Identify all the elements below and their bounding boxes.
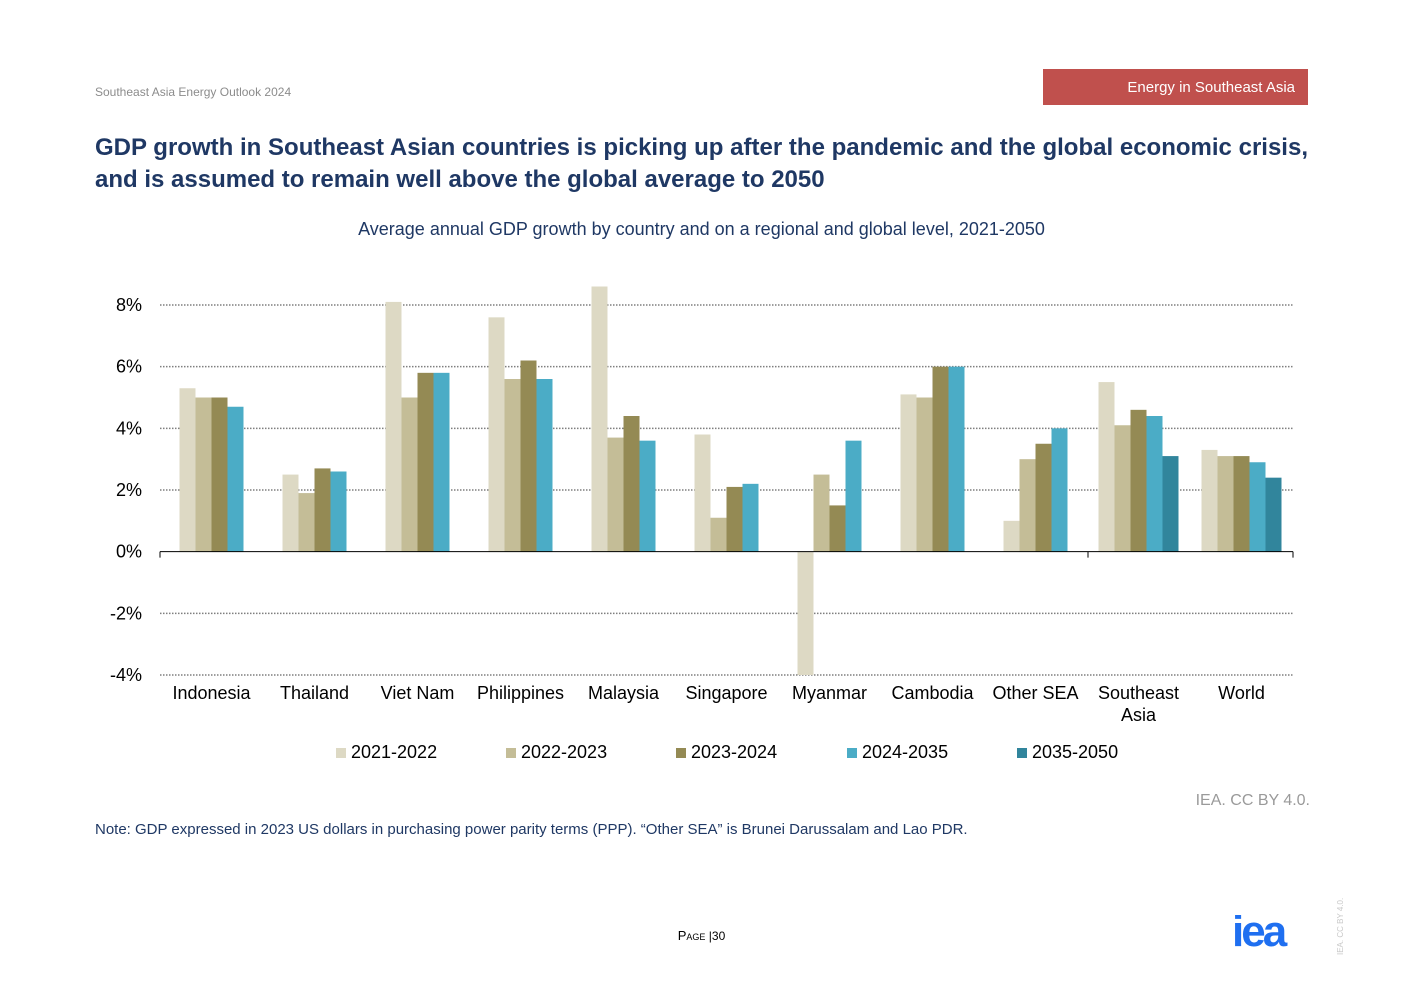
bar [1217,456,1234,552]
bar [1201,449,1218,552]
x-axis-category-labels: Indonesia Thailand Viet Nam Philippines Mala… [172,683,1264,725]
x-tick-label: World [1218,683,1265,703]
bar [504,379,521,552]
page-number-value: 30 [711,929,726,943]
bar [1146,416,1163,552]
legend-item: 2035-2050 [1017,742,1118,763]
x-tick-label: Myanmar [792,683,867,703]
legend-item: 2021-2022 [336,742,437,763]
bar [1003,520,1020,552]
chart-credit: IEA. CC BY 4.0. [1195,792,1310,809]
bar [591,286,608,552]
bar [401,397,418,552]
chart-note: Note: GDP expressed in 2023 US dollars i… [95,821,968,838]
legend-swatch [847,747,857,758]
x-tick-label: Viet Nam [381,683,455,703]
chart-title: Average annual GDP growth by country and… [358,219,1045,239]
x-tick-label: Southeast [1098,683,1179,703]
bar [1114,425,1131,552]
chart-bars [179,286,1282,675]
bar [536,379,553,552]
page-headline: GDP growth in Southeast Asian countries … [95,134,1308,193]
bar [948,366,965,552]
side-license: IEA. CC BY 4.0. [1336,897,1345,955]
bar [1130,409,1147,552]
bar [179,388,196,552]
y-tick-label: 2% [116,480,142,500]
bar [726,486,743,552]
section-tag: Energy in Southeast Asia [1043,69,1308,105]
bar [797,551,814,675]
bar [1035,443,1052,552]
y-tick-label: 0% [116,542,142,562]
bar [282,474,299,552]
gdp-growth-bar-chart: -4% -2% 0% 2% 4% 6% 8% Indonesia Thailand Viet N… [110,286,1294,725]
bar [623,416,640,552]
bar [932,366,949,552]
legend-label: 2022-2023 [521,742,608,762]
x-tick-label: Malaysia [588,683,660,703]
iea-logo-text: iea [1232,915,1288,951]
bar [520,360,537,552]
page-label: Page [677,928,706,943]
bar [1265,477,1282,552]
y-tick-label: 4% [116,418,142,438]
legend-swatch [336,747,346,758]
bar [1051,428,1068,552]
y-tick-label: -2% [110,603,142,623]
x-tick-label: Thailand [280,683,349,703]
bar [1019,459,1036,552]
page-separator: | [708,929,712,943]
legend-swatch [1017,747,1027,758]
bar [385,301,402,552]
document-title: Southeast Asia Energy Outlook 2024 [95,85,292,99]
bar [813,474,830,552]
bar [639,440,656,552]
bar [195,397,212,552]
bar [1249,462,1266,552]
legend-swatch [506,747,516,758]
bar [330,471,347,552]
bar [1098,382,1115,552]
x-tick-label: Cambodia [891,683,974,703]
bar [211,397,228,552]
iea-logo: iea [1232,915,1291,951]
bar [433,372,450,552]
bar [694,434,711,552]
x-tick-label: Other SEA [992,683,1078,703]
bar [710,517,727,552]
legend-label: 2024-2035 [862,742,949,762]
legend-swatch [676,747,686,758]
legend-label: 2035-2050 [1032,742,1119,762]
bar [417,372,434,552]
bar [488,317,505,552]
y-tick-label: -4% [110,665,142,685]
bar [607,437,624,552]
legend-item: 2024-2035 [847,742,948,763]
y-tick-label: 8% [116,295,142,315]
bar [845,440,862,552]
bar [298,493,315,552]
bar [742,483,759,552]
bar [314,468,331,552]
x-tick-label: Philippines [477,683,564,703]
bar [227,406,244,552]
bar [916,397,933,552]
x-tick-label: Asia [1121,705,1157,725]
legend-label: 2023-2024 [691,742,778,762]
bar [1233,456,1250,552]
y-tick-label: 6% [116,357,142,377]
bar [1162,456,1179,552]
legend-item: 2023-2024 [676,742,777,763]
chart-axes [159,551,1294,558]
x-tick-label: Singapore [685,683,767,703]
x-tick-label: Indonesia [172,683,251,703]
y-axis-tick-labels: -4% -2% 0% 2% 4% 6% 8% [110,295,142,685]
chart-legend: 2021-2022 2022-2023 2023-2024 2024-2035 … [0,742,1403,766]
bar [900,394,917,552]
legend-label: 2021-2022 [351,742,438,762]
bar [829,505,846,552]
page-number: Page |30 [0,928,1403,943]
legend-item: 2022-2023 [506,742,607,763]
